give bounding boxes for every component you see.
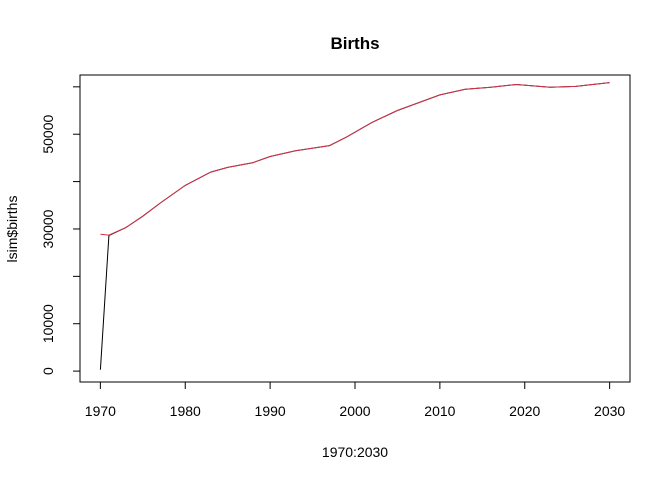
y-tick-label: 10000	[40, 304, 56, 343]
series-line-1	[99, 82, 610, 370]
y-axis-label: lsim$births	[4, 196, 20, 263]
x-tick-label: 2000	[339, 403, 370, 419]
x-axis-label: 1970:2030	[322, 444, 388, 460]
y-tick-label: 50000	[40, 115, 56, 154]
x-tick-label: 2020	[509, 403, 540, 419]
y-tick-label: 30000	[40, 209, 56, 248]
x-tick-label: 2010	[424, 403, 455, 419]
series-line-2	[100, 82, 610, 236]
y-tick-label: 0	[40, 367, 56, 375]
chart-title: Births	[330, 34, 379, 53]
x-tick-label: 2030	[594, 403, 625, 419]
y-axis: 0 10000 30000 50000	[40, 86, 81, 375]
x-tick-label: 1980	[170, 403, 201, 419]
x-axis: 1970 1980 1990 2000 2010 2020 2030	[85, 381, 625, 419]
x-tick-label: 1990	[255, 403, 286, 419]
x-tick-label: 1970	[85, 403, 116, 419]
series-layer	[99, 82, 610, 370]
plot-box	[79, 74, 631, 383]
